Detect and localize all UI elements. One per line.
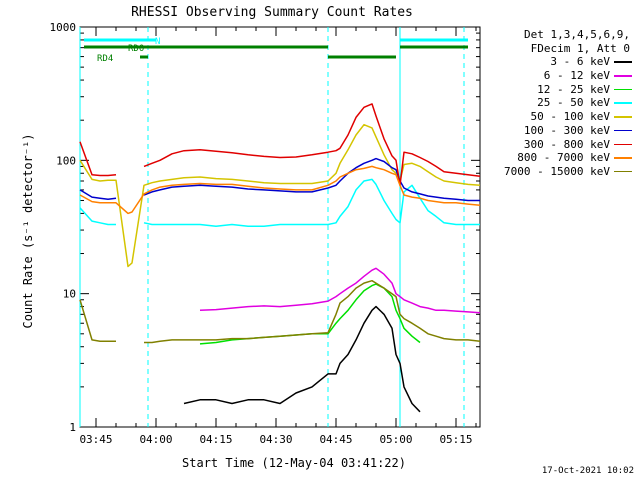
legend-decimation-line: FDecim 1, Att 0	[530, 41, 630, 55]
series-lines	[79, 103, 481, 413]
legend-detector-line: Det 1,3,4,5,6,9,	[524, 28, 630, 41]
legend-entry: 800 - 7000 keV	[486, 151, 636, 165]
legend-entry: 50 - 100 keV	[486, 110, 636, 124]
state-bar-label: RD4	[97, 54, 113, 64]
legend-swatch	[614, 143, 632, 145]
x-tick-label: 05:15	[439, 433, 472, 446]
legend-label: 3 - 6 keV	[550, 55, 610, 69]
series-line	[199, 283, 421, 345]
x-tick-label: 05:00	[379, 433, 412, 446]
legend-swatch	[614, 75, 632, 77]
series-line	[143, 157, 480, 202]
series-line	[183, 305, 421, 413]
legend-entry: 100 - 300 keV	[486, 124, 636, 138]
x-tick-label: 04:45	[319, 433, 352, 446]
legend-entry: 25 - 50 keV	[486, 96, 636, 110]
series-line	[79, 123, 481, 268]
plot-frame	[79, 26, 481, 428]
legend-label: 800 - 7000 keV	[517, 151, 610, 165]
state-bar-label: N	[155, 37, 160, 47]
legend-swatch	[614, 157, 632, 159]
legend-label: 12 - 25 keV	[537, 82, 610, 96]
x-tick-label: 04:00	[139, 433, 172, 446]
legend-entry: 12 - 25 keV	[486, 83, 636, 97]
generated-timestamp: 17-Oct-2021 10:02	[541, 466, 634, 476]
legend-swatch	[614, 61, 632, 63]
series-line	[79, 207, 116, 226]
legend-label: 100 - 300 keV	[523, 123, 610, 137]
legend-swatch	[614, 170, 632, 173]
chart-title: RHESSI Observing Summary Count Rates	[131, 5, 413, 20]
x-tick-label: 04:30	[259, 433, 292, 446]
legend-swatch	[614, 116, 632, 118]
y-tick-label: 1000	[50, 21, 77, 34]
series-line	[143, 103, 481, 187]
vertical-markers	[79, 27, 465, 427]
x-axis-label: Start Time (12-May-04 03:41:22)	[182, 456, 406, 470]
series-line	[79, 189, 117, 201]
y-tick-label: 1	[69, 421, 76, 434]
legend-label: 7000 - 15000 keV	[504, 164, 610, 178]
series-line	[79, 299, 116, 342]
legend-swatch	[614, 88, 632, 91]
legend-swatch	[614, 102, 632, 104]
state-bar-label: RD0	[128, 44, 144, 54]
legend-swatch	[614, 129, 632, 132]
legend-label: 25 - 50 keV	[537, 96, 610, 110]
y-tick-label: 10	[63, 288, 76, 301]
legend-label: 50 - 100 keV	[530, 110, 610, 124]
chart-legend: Det 1,3,4,5,6,9, FDecim 1, Att 0 3 - 6 k…	[486, 28, 636, 179]
legend-entry: 300 - 800 keV	[486, 138, 636, 152]
x-tick-label: 04:15	[199, 433, 232, 446]
chart-axes: 1 10 100 1000 03:45 04:00 04:15 04:30 04:45 05:00…	[50, 21, 481, 446]
series-line	[79, 141, 117, 177]
y-tick-label: 100	[56, 154, 76, 167]
x-tick-label: 03:45	[79, 433, 112, 446]
state-bars: N RD0 RD4	[84, 37, 468, 64]
legend-entry: 6 - 12 keV	[486, 69, 636, 83]
legend-entry: 7000 - 15000 keV	[486, 165, 636, 179]
series-line	[199, 267, 481, 314]
legend-entry: 3 - 6 keV	[486, 55, 636, 69]
series-line	[79, 165, 481, 215]
series-line	[143, 178, 480, 228]
legend-items: 3 - 6 keV 6 - 12 keV 12 - 25 keV 25 - 50 ke…	[486, 55, 636, 178]
y-axis-label: Count Rate (s⁻¹ detector⁻¹)	[21, 133, 35, 328]
legend-label: 300 - 800 keV	[523, 137, 610, 151]
series-line	[144, 279, 481, 344]
legend-label: 6 - 12 keV	[543, 69, 610, 83]
